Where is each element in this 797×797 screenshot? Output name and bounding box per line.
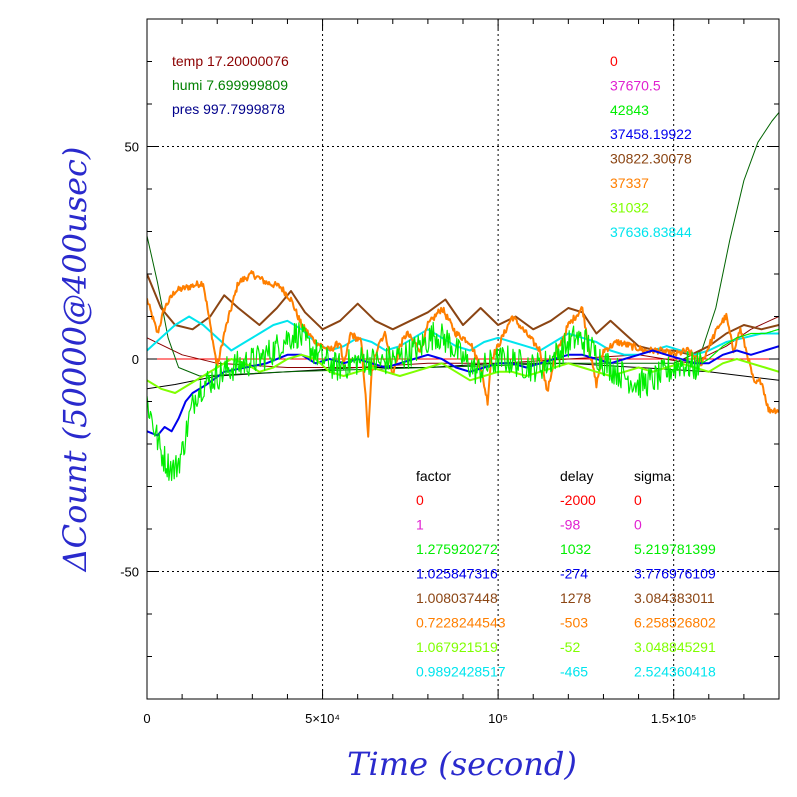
- x-tick-label: 1.5×10⁵: [651, 711, 697, 726]
- table-cell: 0: [634, 492, 642, 508]
- count-legend-entry: 31032: [610, 199, 649, 215]
- count-legend-entry: 0: [610, 53, 618, 69]
- y-tick-label: 50: [125, 140, 139, 155]
- env-legend-entry: humi 7.699999809: [172, 77, 288, 93]
- series-line: [147, 345, 779, 437]
- x-tick-label: 5×10⁴: [305, 711, 340, 726]
- table-cell: -503: [560, 615, 588, 631]
- count-legend-entry: 37636.83844: [610, 224, 692, 240]
- series-line: [147, 353, 779, 394]
- table-header: factor: [416, 468, 451, 484]
- table-cell: 0: [634, 517, 642, 533]
- table-header: delay: [560, 468, 593, 484]
- table-cell: 2.524360418: [634, 664, 716, 680]
- param-table: factor delay sigma 0 -2000 0 1 -98 0 1.275920272 1…: [416, 468, 716, 680]
- table-cell: -98: [560, 517, 580, 533]
- env-legend-entry: temp 17.20000076: [172, 53, 289, 69]
- table-cell: 3.084383011: [634, 590, 715, 606]
- x-axis-title: Time (second): [347, 745, 577, 783]
- table-cell: -52: [560, 639, 580, 655]
- count-legend-entry: 37670.5: [610, 77, 661, 93]
- tick-labels: 0 5×10⁴ 10⁵ 1.5×10⁵ 50 0 -50: [120, 140, 696, 727]
- x-tick-label: 10⁵: [488, 711, 508, 726]
- table-cell: 1.025847316: [416, 566, 498, 582]
- table-cell: 0: [416, 492, 424, 508]
- table-header: sigma: [634, 468, 672, 484]
- table-cell: 0.7228244543: [416, 615, 506, 631]
- table-cell: 1: [416, 517, 424, 533]
- count-legend-entry: 42843: [610, 102, 649, 118]
- y-tick-label: 0: [132, 352, 139, 367]
- table-cell: 1278: [560, 590, 591, 606]
- table-cell: -2000: [560, 492, 596, 508]
- ticks: [146, 18, 780, 700]
- y-axis-title: ΔCount (50000@400usec): [56, 147, 94, 574]
- count-legend: 0 37670.5 42843 37458.19922 30822.30078 37337…: [610, 53, 692, 240]
- table-cell: 6.258526802: [634, 615, 716, 631]
- count-legend-entry: 37337: [610, 175, 649, 191]
- table-cell: 3.776976109: [634, 566, 716, 582]
- table-cell: 3.048845291: [634, 639, 716, 655]
- table-cell: -465: [560, 664, 588, 680]
- y-tick-label: -50: [120, 565, 139, 580]
- x-tick-label: 0: [143, 711, 150, 726]
- table-cell: 0.9892428517: [416, 664, 506, 680]
- series-line: [147, 270, 779, 438]
- count-legend-entry: 37458.19922: [610, 126, 692, 142]
- env-legend: temp 17.20000076 humi 7.699999809 pres 997…: [172, 53, 289, 117]
- table-cell: 1032: [560, 541, 591, 557]
- count-legend-entry: 30822.30078: [610, 151, 692, 167]
- series-layer: [147, 112, 779, 482]
- table-cell: 5.219781399: [634, 541, 716, 557]
- table-cell: 1.275920272: [416, 541, 498, 557]
- table-cell: -274: [560, 566, 588, 582]
- env-legend-entry: pres 997.7999878: [172, 101, 285, 117]
- series-line: [147, 112, 779, 377]
- table-cell: 1.008037448: [416, 590, 498, 606]
- series-line: [147, 321, 779, 482]
- table-cell: 1.067921519: [416, 639, 498, 655]
